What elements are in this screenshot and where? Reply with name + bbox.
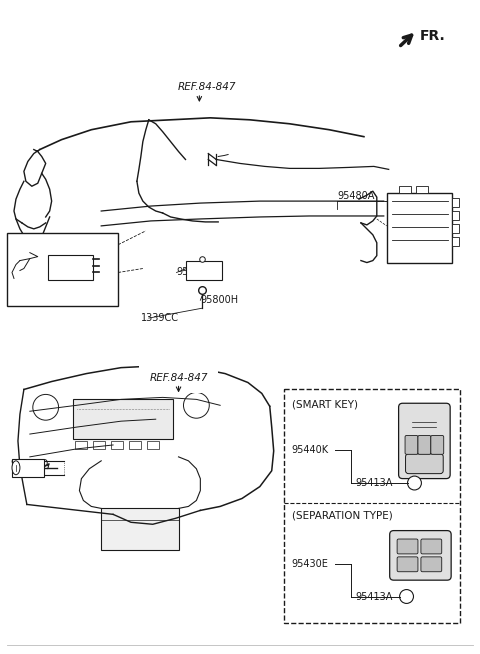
Text: 95430D: 95430D xyxy=(10,459,48,469)
Bar xyxy=(186,260,222,281)
Text: 95800H: 95800H xyxy=(200,295,239,305)
Circle shape xyxy=(408,476,421,490)
FancyBboxPatch shape xyxy=(397,557,418,572)
Bar xyxy=(452,224,459,233)
FancyBboxPatch shape xyxy=(398,404,450,479)
Text: (SMART KEY): (SMART KEY) xyxy=(291,400,358,409)
Bar xyxy=(387,193,452,262)
Circle shape xyxy=(33,394,59,420)
FancyBboxPatch shape xyxy=(418,436,431,455)
Bar xyxy=(101,508,179,550)
Bar xyxy=(398,186,410,193)
Bar xyxy=(111,441,123,449)
Bar xyxy=(12,459,44,477)
Text: 95480A: 95480A xyxy=(337,191,374,201)
FancyBboxPatch shape xyxy=(390,530,451,580)
Bar xyxy=(129,441,141,449)
FancyBboxPatch shape xyxy=(431,436,444,455)
Text: 95800K: 95800K xyxy=(177,267,214,277)
FancyBboxPatch shape xyxy=(405,436,418,455)
Text: 1339CC: 1339CC xyxy=(141,313,179,323)
Bar xyxy=(7,233,118,306)
Bar xyxy=(452,211,459,220)
Text: (SEPARATION TYPE): (SEPARATION TYPE) xyxy=(291,511,392,521)
Text: REF.84-847: REF.84-847 xyxy=(178,82,237,92)
Bar xyxy=(284,389,460,623)
FancyBboxPatch shape xyxy=(421,557,442,572)
Bar xyxy=(75,441,87,449)
Bar xyxy=(73,400,173,439)
FancyBboxPatch shape xyxy=(421,539,442,554)
Circle shape xyxy=(400,589,413,604)
Text: 95413A: 95413A xyxy=(355,591,392,602)
Circle shape xyxy=(183,392,209,418)
Text: FR.: FR. xyxy=(420,29,445,43)
FancyBboxPatch shape xyxy=(397,539,418,554)
Ellipse shape xyxy=(12,461,20,475)
Bar xyxy=(93,441,105,449)
Text: 95430E: 95430E xyxy=(291,559,328,569)
Bar xyxy=(417,186,428,193)
Text: REF.84-847: REF.84-847 xyxy=(149,373,208,383)
Text: 95413A: 95413A xyxy=(355,478,392,488)
Text: 95440K: 95440K xyxy=(291,445,329,455)
Bar xyxy=(452,198,459,207)
FancyBboxPatch shape xyxy=(406,454,443,473)
Bar xyxy=(147,441,159,449)
Bar xyxy=(452,237,459,246)
Bar xyxy=(48,254,93,281)
Text: 95401M: 95401M xyxy=(10,233,49,244)
